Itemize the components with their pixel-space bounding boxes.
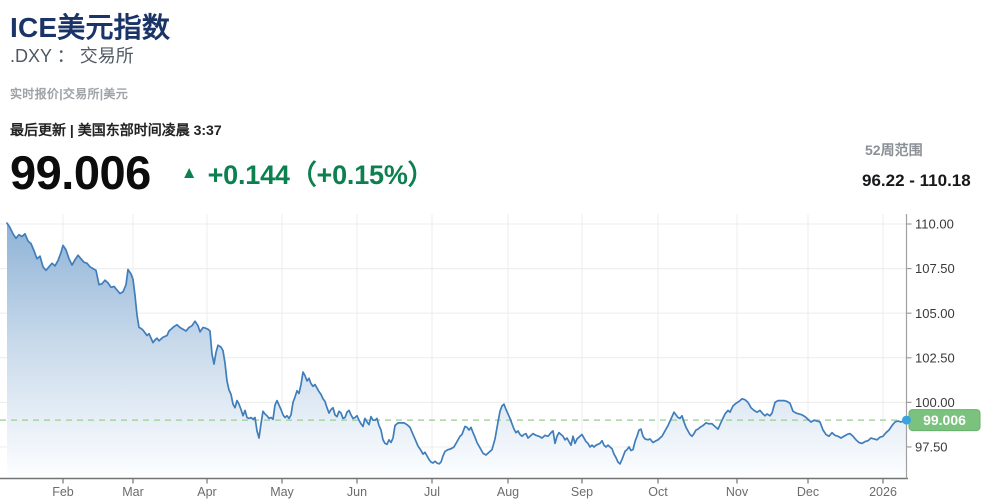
svg-text:May: May [270,485,294,499]
svg-text:Sep: Sep [571,485,593,499]
price-line [6,222,907,465]
range-label: 52周范围 [865,142,923,158]
last-updated: 最后更新 | 美国东部时间凌晨 3:37 [10,122,222,138]
range-value: 96.22 - 110.18 [862,171,971,190]
svg-text:100.00: 100.00 [915,395,955,410]
svg-text:2026: 2026 [869,485,897,499]
price-row: 99.006 ▲ +0.144（+0.15%） [10,146,435,199]
price-chart[interactable]: Feb Mar Apr May Jun Jul Aug Sep Oct Nov Dec 2026 11… [0,210,986,500]
svg-text:Jul: Jul [424,485,440,499]
price-change: +0.144（+0.15%） [207,160,435,191]
fifty-two-week-range: 52周范围 96.22 - 110.18 [862,140,971,191]
symbol-exchange: .DXY ： 交易所 [10,46,134,66]
chart-axes [0,214,912,484]
svg-text:102.50: 102.50 [915,350,955,365]
x-axis-labels: Feb Mar Apr May Jun Jul Aug Sep Oct Nov Dec 2026 [52,485,897,499]
svg-text:Dec: Dec [797,485,819,499]
svg-text:Aug: Aug [497,485,519,499]
quote-meta: 实时报价|交易所|美元 [10,87,129,101]
last-price-marker: 99.006 [902,409,981,432]
svg-text:Nov: Nov [726,485,749,499]
svg-text:107.50: 107.50 [915,261,955,276]
page-title: ICE美元指数 [10,12,171,43]
area-fill [7,223,906,478]
svg-text:Jun: Jun [347,485,367,499]
svg-text:Feb: Feb [52,485,74,499]
svg-text:Apr: Apr [197,485,216,499]
current-price: 99.006 [10,146,151,199]
svg-text:Mar: Mar [122,485,144,499]
y-axis-labels: 110.00 107.50 105.00 102.50 100.00 97.50 [915,217,955,455]
svg-text:99.006: 99.006 [923,412,966,428]
svg-text:Oct: Oct [648,485,668,499]
svg-text:110.00: 110.00 [915,217,954,232]
svg-text:105.00: 105.00 [915,306,955,321]
price-chart-svg[interactable]: Feb Mar Apr May Jun Jul Aug Sep Oct Nov Dec 2026 11… [0,210,986,500]
svg-text:97.50: 97.50 [915,440,948,455]
up-arrow-icon: ▲ [180,163,198,183]
